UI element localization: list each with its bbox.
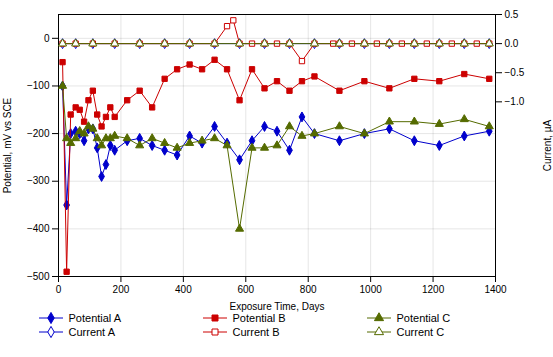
svg-text:−1.0: −1.0 (505, 96, 525, 107)
html-text:Current B: Current B (232, 326, 280, 338)
svg-text:0.5: 0.5 (505, 9, 519, 20)
svg-text:−400: −400 (27, 223, 50, 234)
svg-text:0: 0 (44, 33, 50, 44)
svg-text:−500: −500 (27, 271, 50, 282)
html-text:Potential C: Potential C (396, 312, 451, 324)
svg-text:600: 600 (237, 284, 254, 295)
svg-text:1400: 1400 (484, 284, 507, 295)
svg-text:1200: 1200 (422, 284, 445, 295)
svg-text:−100: −100 (27, 80, 50, 91)
svg-text:1000: 1000 (360, 284, 383, 295)
svg-text:Exposure Time, Days: Exposure Time, Days (229, 301, 324, 312)
svg-text:Potential, mV vs SCE: Potential, mV vs SCE (2, 97, 13, 193)
html-text:Current C: Current C (396, 326, 445, 338)
svg-text:−200: −200 (27, 128, 50, 139)
svg-text:400: 400 (175, 284, 192, 295)
svg-text:800: 800 (300, 284, 317, 295)
svg-text:−0.5: −0.5 (505, 67, 525, 78)
svg-text:0: 0 (56, 284, 62, 295)
svg-text:200: 200 (113, 284, 130, 295)
html-text:Potential A: Potential A (68, 312, 122, 324)
html-text:Current A: Current A (68, 326, 115, 338)
svg-text:Current, µA: Current, µA (542, 120, 553, 172)
html-text:Potential B: Potential B (232, 312, 286, 324)
svg-text:−300: −300 (27, 175, 50, 186)
svg-text:0.0: 0.0 (505, 38, 519, 49)
